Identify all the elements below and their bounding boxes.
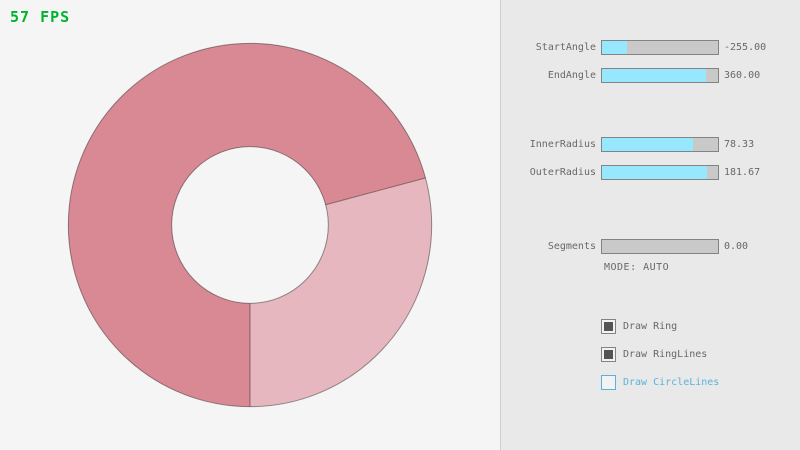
slider-row-endangle: EndAngle 360.00 [501,68,800,83]
fps-counter: 57 FPS [10,8,71,26]
render-canvas: 57 FPS [10,8,433,408]
checkbox-draw-circlelines[interactable]: Draw CircleLines [601,374,719,390]
checkbox-draw-circlelines-box[interactable] [601,374,616,390]
check-mark [604,349,613,359]
slider-row-segments: Segments 0.00 [501,239,800,254]
slider-startangle-fill [602,41,628,54]
check-mark [604,321,613,331]
checkbox-draw-ring-label: Draw Ring [623,320,678,332]
slider-value-segments: 0.00 [724,241,749,252]
checkbox-draw-ring[interactable]: Draw Ring [601,318,677,334]
segments-mode-label: MODE: AUTO [604,262,670,273]
slider-label-endangle: EndAngle [547,70,596,81]
ring-overlap-region [68,43,426,407]
ring-inner-line [171,146,329,304]
slider-label-outerradius: OuterRadius [529,167,596,178]
checkbox-draw-circlelines-label: Draw CircleLines [623,376,720,388]
slider-value-outerradius: 181.67 [724,167,761,178]
controls-panel: StartAngle -255.00 EndAngle 360.00 Inner… [500,0,800,450]
ring-chart [67,42,433,408]
checkbox-draw-ringlines-box[interactable] [601,346,616,362]
slider-outerradius-fill [602,166,708,179]
slider-outerradius[interactable] [601,165,719,180]
slider-innerradius-fill [602,138,693,151]
slider-endangle-fill [602,69,707,82]
slider-row-startangle: StartAngle -255.00 [501,40,800,55]
checkbox-draw-ring-box[interactable] [601,318,616,334]
ring-lines [67,42,433,408]
ring-outer-line [67,42,433,408]
ring-edge-line-right [325,177,426,206]
slider-value-startangle: -255.00 [724,42,767,53]
slider-value-innerradius: 78.33 [724,139,755,150]
slider-row-innerradius: InnerRadius 78.33 [501,137,800,152]
slider-endangle[interactable] [601,68,719,83]
slider-segments[interactable] [601,239,719,254]
slider-label-segments: Segments [547,241,596,252]
slider-startangle[interactable] [601,40,719,55]
checkbox-draw-ringlines-label: Draw RingLines [623,348,708,360]
slider-innerradius[interactable] [601,137,719,152]
checkbox-draw-ringlines[interactable]: Draw RingLines [601,346,707,362]
ring-single-region [250,177,432,407]
slider-row-outerradius: OuterRadius 181.67 [501,165,800,180]
slider-label-innerradius: InnerRadius [529,139,596,150]
slider-value-endangle: 360.00 [724,70,761,81]
slider-label-startangle: StartAngle [535,42,596,53]
